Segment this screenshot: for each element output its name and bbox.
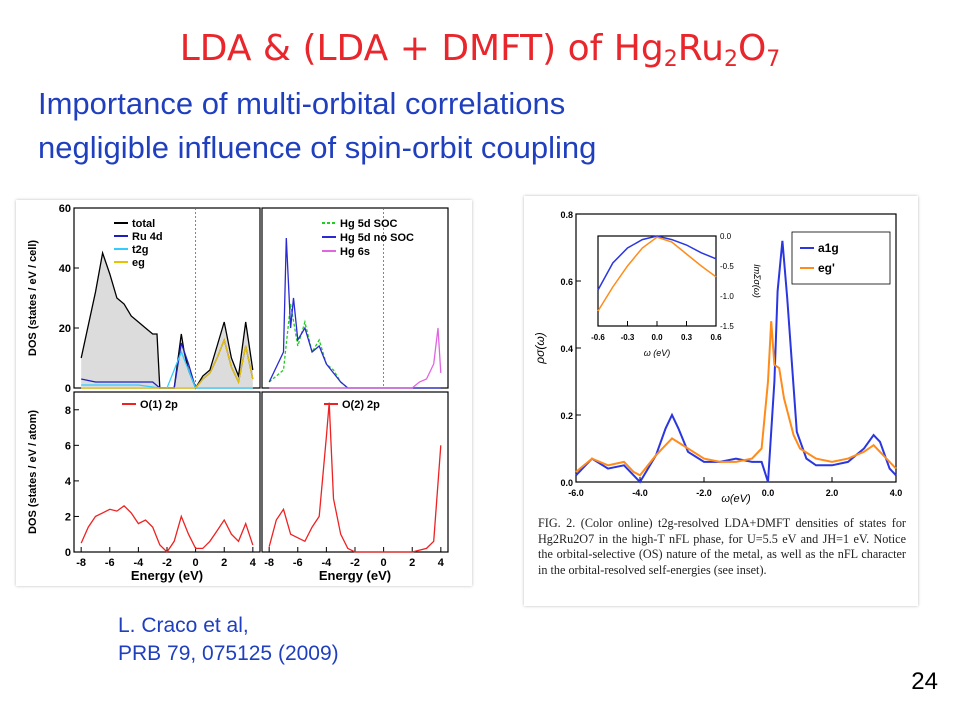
series-line-o-2-2p — [268, 402, 442, 553]
x-tick-label: -4 — [321, 557, 332, 569]
series-line-hg-6s — [269, 327, 442, 389]
lda-dos-plot: 0 20 40 60 0 2 4 6 8 -8 -6 -4 -2 0 2 4 -8 -6 -4 -2 0 2 4 totalR… — [27, 203, 449, 583]
dmft-spectral-plot: 0.0 0.2 0.4 0.6 0.8 -6.0 -4.0 -2.0 0.0 2.0 4.0 ρσ(ω… — [533, 210, 903, 505]
x-tick-label: 2.0 — [826, 488, 839, 498]
y-tick-label: 0.8 — [560, 210, 573, 220]
series-line-a1g — [597, 235, 717, 291]
legend-label: O(2) 2p — [342, 399, 380, 411]
inset-y-axis-label: ImΣσ(ω) — [752, 264, 762, 298]
x-tick-label: -6 — [293, 557, 303, 569]
citation-reference: PRB 79, 075125 (2009) — [118, 642, 339, 665]
x-tick-label: -4.0 — [632, 488, 648, 498]
legend-label: total — [132, 218, 155, 230]
series-line-eg — [81, 337, 254, 389]
legend-label: a1g — [818, 241, 839, 255]
inset-y-tick-label: 0.0 — [720, 232, 732, 241]
legend-label: Hg 5d no SOC — [340, 232, 414, 244]
y-tick-label: 0.6 — [560, 277, 573, 287]
plot-frame — [597, 235, 717, 327]
x-tick-label: -0.6 — [591, 333, 605, 342]
x-tick-label: -4 — [133, 557, 144, 569]
x-tick-label: -6.0 — [568, 488, 584, 498]
x-tick-label: 0 — [193, 557, 199, 569]
x-tick-label: 0.0 — [762, 488, 775, 498]
x-tick-label: 4.0 — [890, 488, 903, 498]
y-axis-label-bottom: DOS (states / eV / atom) — [27, 410, 39, 534]
citation-authors: L. Craco et al, — [118, 614, 249, 637]
inset-x-axis-label: ω (eV) — [644, 348, 671, 358]
series-line-o-1-2p — [80, 504, 254, 554]
y-tick-label: 0.2 — [560, 411, 573, 421]
plot-frame — [73, 391, 261, 553]
legend-label: O(1) 2p — [140, 399, 178, 411]
inset-y-tick-label: -0.5 — [720, 262, 734, 271]
series-line-hg-5d-no-soc — [268, 237, 441, 389]
x-tick-label: 0.3 — [681, 333, 693, 342]
y-tick-label: 8 — [65, 405, 71, 417]
y-tick-label: 2 — [65, 511, 71, 523]
page-number: 24 — [911, 668, 938, 695]
legend-label: Hg 5d SOC — [340, 218, 398, 230]
x-tick-label: -2.0 — [696, 488, 712, 498]
x-tick-label: 0.0 — [651, 333, 663, 342]
inset-y-tick-label: -1.5 — [720, 322, 734, 331]
legend-label: eg' — [818, 261, 835, 275]
y-tick-label: 6 — [65, 440, 71, 452]
y-tick-label: 0.4 — [560, 344, 573, 354]
citation: L. Craco et al, PRB 79, 075125 (2009) — [118, 612, 339, 668]
series-line-hg-5d-soc — [268, 303, 349, 389]
legend-label: Ru 4d — [132, 231, 163, 243]
x-tick-label: 2 — [221, 557, 227, 569]
series-fill-total — [81, 253, 253, 388]
x-tick-label: -8 — [76, 557, 86, 569]
x-tick-label: 2 — [409, 557, 415, 569]
y-tick-label: 0.0 — [560, 478, 573, 488]
x-axis-label: ω(eV) — [721, 493, 751, 505]
y-tick-label: 0 — [65, 547, 71, 559]
dmft-figure: 0.0 0.2 0.4 0.6 0.8 -6.0 -4.0 -2.0 0.0 2.0 4.0 ρσ(ω… — [524, 196, 918, 606]
x-tick-label: 0 — [381, 557, 387, 569]
x-tick-label: -2 — [162, 557, 172, 569]
y-tick-label: 4 — [65, 476, 72, 488]
series-line-eg- — [575, 321, 897, 477]
legend-label: Hg 6s — [340, 246, 370, 258]
y-tick-label: 60 — [59, 203, 71, 215]
y-tick-label: 0 — [65, 383, 71, 395]
figure-caption: FIG. 2. (Color online) t2g-resolved LDA+… — [538, 516, 906, 577]
legend-label: t2g — [132, 244, 149, 256]
subtitle-line-1: Importance of multi-orbital correlations — [38, 86, 566, 121]
x-tick-label: 4 — [250, 557, 257, 569]
series-line-a1g — [575, 240, 897, 484]
series-line-t2g — [81, 350, 253, 389]
inset-y-tick-label: -1.0 — [720, 292, 734, 301]
y-axis-label-top: DOS (states / eV / cell) — [27, 240, 39, 356]
x-axis-label-left: Energy (eV) — [131, 568, 203, 583]
legend-box — [791, 231, 891, 285]
x-tick-label: -6 — [105, 557, 115, 569]
plot-frame — [261, 391, 449, 553]
y-axis-label: ρσ(ω) — [533, 332, 547, 364]
x-tick-label: -0.3 — [621, 333, 635, 342]
subtitle-line-2: negligible influence of spin-orbit coupl… — [38, 130, 597, 165]
x-tick-label: 0.6 — [710, 333, 722, 342]
slide-title: LDA & (LDA + DMFT) of Hg2Ru2O7 — [179, 28, 781, 72]
y-tick-label: 20 — [59, 323, 71, 335]
lda-dos-figure: 0 20 40 60 0 2 4 6 8 -8 -6 -4 -2 0 2 4 -8 -6 -4 -2 0 2 4 total R… — [16, 200, 472, 586]
x-tick-label: -8 — [264, 557, 274, 569]
x-tick-label: -2 — [350, 557, 360, 569]
legend-label: eg — [132, 257, 145, 269]
y-tick-label: 40 — [59, 263, 71, 275]
x-tick-label: 4 — [438, 557, 445, 569]
x-axis-label-right: Energy (eV) — [319, 568, 391, 583]
series-line-eg- — [597, 236, 717, 312]
